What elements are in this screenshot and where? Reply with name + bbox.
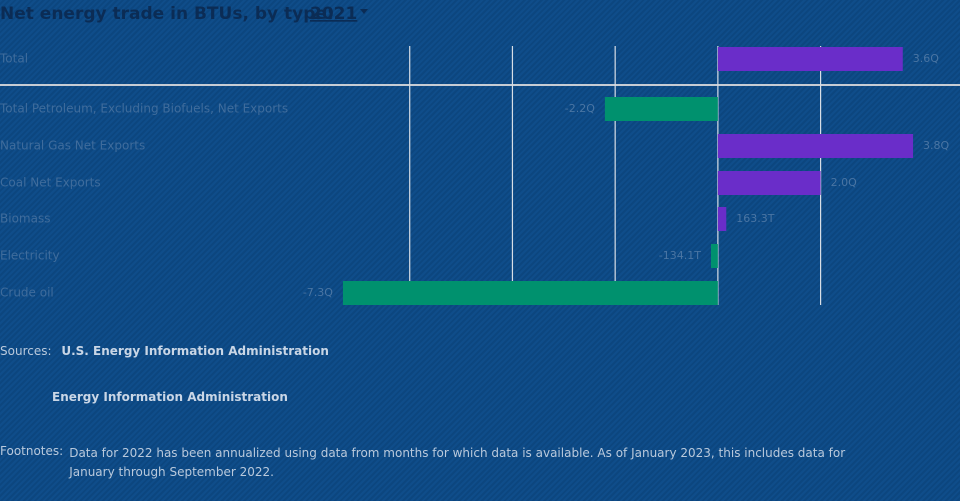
source[interactable]: U.S. Energy Information Administration [61,344,329,358]
category-label: Coal Net Exports [0,176,101,190]
value-label: 3.8Q [923,139,949,152]
value-label: 2.0Q [831,176,857,189]
chart: Net energy trade in BTUs, by type: 2021 … [0,4,960,305]
footnotes-label: Footnotes: [0,444,64,458]
category-label: Total [0,52,28,66]
category-label: Natural Gas Net Exports [0,139,145,153]
bar [717,134,914,158]
chart-title: Net energy trade in BTUs, by type: [0,4,334,24]
bar [342,281,718,305]
value-label: -134.1T [659,249,701,262]
category-label: Biomass [0,212,50,226]
category-label: Electricity [0,249,60,263]
dropdown-arrow[interactable] [360,9,368,14]
category-label: Crude oil [0,286,54,300]
bar [604,97,718,121]
bar [710,244,718,268]
sources-label: Sources: [0,344,52,358]
bar [717,47,903,71]
year-dropdown[interactable]: 2021 [310,4,357,24]
value-label: -2.2Q [565,102,595,115]
footnotes: Footnotes: Data for 2022 has been annual… [0,444,860,482]
value-label: 163.3T [736,212,774,225]
value-label: 3.6Q [913,52,939,65]
category-label: Total Petroleum, Excluding Biofuels, Net… [0,102,288,116]
value-label: -7.3Q [303,286,333,299]
bar [717,171,821,195]
sources: Energy Information Administration [52,390,288,404]
bar [717,207,727,231]
source[interactable]: Energy Information Administration [52,390,288,404]
footnote-text: Data for 2022 has been annualized using … [69,446,846,479]
sources: Sources: U.S. Energy Information Adminis… [0,344,329,358]
